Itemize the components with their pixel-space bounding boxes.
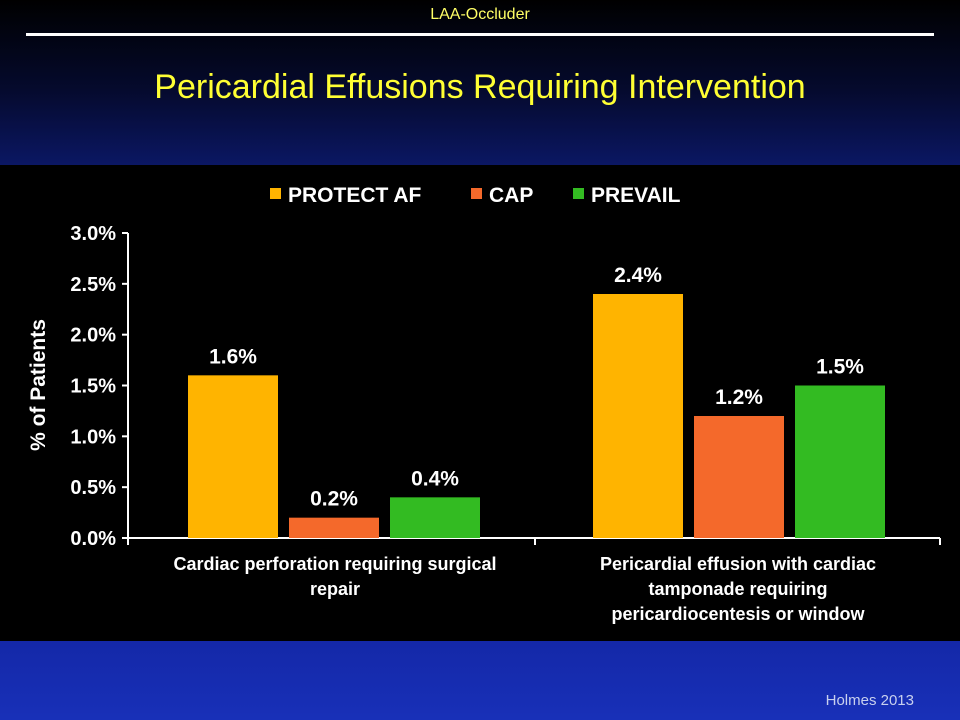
bar [593, 294, 683, 538]
legend-label: PREVAIL [591, 184, 681, 207]
bar [390, 497, 480, 538]
bar [694, 416, 784, 538]
x-category-label: Cardiac perforation requiring surgical [173, 554, 496, 574]
x-category-label: Pericardial effusion with cardiac [600, 554, 876, 574]
y-tick-label: 2.0% [70, 325, 116, 347]
data-label: 1.2% [715, 386, 763, 409]
data-label: 2.4% [614, 264, 662, 287]
y-tick-label: 0.0% [70, 528, 116, 550]
data-label: 0.2% [310, 488, 358, 511]
x-category-label: repair [310, 579, 360, 599]
y-tick-label: 1.5% [70, 376, 116, 398]
legend-swatch [270, 188, 281, 199]
y-tick-label: 2.5% [70, 274, 116, 296]
legend-swatch [471, 188, 482, 199]
x-category-label: tamponade requiring [648, 579, 827, 599]
data-label: 1.5% [816, 356, 864, 379]
slide-title: Pericardial Effusions Requiring Interven… [154, 68, 806, 106]
y-tick-label: 3.0% [70, 223, 116, 245]
y-tick-label: 1.0% [70, 426, 116, 448]
y-axis-title: % of Patients [27, 319, 50, 451]
data-label: 1.6% [209, 345, 257, 368]
legend-label: CAP [489, 184, 533, 207]
bar [188, 375, 278, 538]
title-band [0, 0, 960, 165]
bar [289, 517, 379, 538]
bar [795, 385, 885, 538]
section-label: LAA-Occluder [430, 6, 530, 23]
header-divider [26, 33, 934, 36]
y-tick-label: 0.5% [70, 477, 116, 499]
citation: Holmes 2013 [825, 692, 914, 709]
legend-swatch [573, 188, 584, 199]
x-category-label: pericardiocentesis or window [611, 604, 865, 624]
legend-label: PROTECT AF [288, 184, 422, 207]
data-label: 0.4% [411, 467, 459, 490]
footer-band [0, 641, 960, 720]
